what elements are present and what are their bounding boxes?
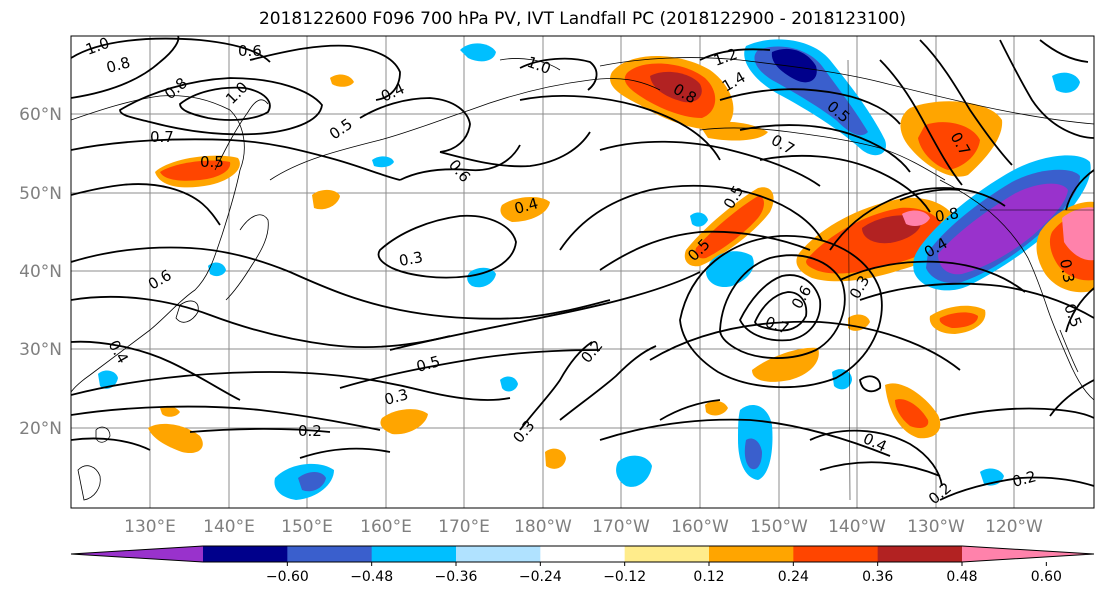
latitude-labels: 60°N 50°N 40°N 30°N 20°N xyxy=(19,105,62,439)
lon-label: 140°W xyxy=(828,517,886,537)
contour-label: 0.5 xyxy=(200,153,224,171)
colorbar-tick-label: −0.36 xyxy=(435,569,478,585)
lat-label: 20°N xyxy=(19,419,62,439)
colorbar-tick-label: −0.24 xyxy=(519,569,562,585)
lon-label: 150°W xyxy=(750,517,808,537)
colorbar-tick-label: −0.60 xyxy=(266,569,309,585)
longitude-labels: 130°E 140°E 150°E 160°E 170°E 180°W 170°… xyxy=(124,517,1043,537)
lon-label: 120°W xyxy=(985,517,1043,537)
colorbar-bin xyxy=(540,546,626,562)
colorbar-tick-label: 0.60 xyxy=(1031,569,1062,585)
colorbar-tick-label: 0.48 xyxy=(946,569,977,585)
contour-label: 0.2 xyxy=(1010,467,1038,491)
lon-label: 160°E xyxy=(360,517,412,537)
colorbar-bin xyxy=(203,546,288,562)
contour-label: 0.3 xyxy=(1056,258,1078,285)
colorbar-bin xyxy=(624,546,710,562)
colorbar-tick-label: 0.12 xyxy=(693,569,724,585)
contour-label: 0.3 xyxy=(398,248,425,270)
colorbar-bin xyxy=(709,546,794,562)
lon-label: 130°W xyxy=(907,517,965,537)
lon-label: 170°E xyxy=(438,517,490,537)
lat-label: 30°N xyxy=(19,340,62,360)
lon-label: 130°E xyxy=(124,517,176,537)
lon-label: 170°W xyxy=(592,517,650,537)
contour-label: 0.8 xyxy=(104,53,132,77)
ivt-shading xyxy=(98,39,1094,500)
colorbar-tick-label: −0.12 xyxy=(603,569,646,585)
lon-label: 180°W xyxy=(514,517,572,537)
map-title: 2018122600 F096 700 hPa PV, IVT Landfall… xyxy=(258,9,906,29)
colorbar-extend-max xyxy=(962,546,1094,562)
colorbar-tick-label: 0.24 xyxy=(778,569,809,585)
colorbar-bin xyxy=(456,546,541,562)
contour-label: 1.0 xyxy=(83,34,112,59)
colorbar-extend-min xyxy=(71,546,203,562)
contour-label: 0.5 xyxy=(414,352,442,376)
colorbar-tick-label: 0.36 xyxy=(862,569,893,585)
map-frame xyxy=(70,35,1095,509)
contour-label: 0.3 xyxy=(382,385,410,409)
colorbar-bin xyxy=(287,546,373,562)
contour-label: 0.4 xyxy=(512,194,540,218)
lon-label: 160°W xyxy=(671,517,729,537)
contour-label: 0.6 xyxy=(238,42,262,60)
coastlines xyxy=(71,57,1094,501)
lat-label: 40°N xyxy=(19,262,62,282)
colorbar-bin xyxy=(793,546,879,562)
colorbar-outline xyxy=(70,545,1095,563)
contour-label: 0.8 xyxy=(934,204,961,226)
colorbar-tick-label: −0.48 xyxy=(350,569,393,585)
contour-label: 0.2 xyxy=(298,422,322,440)
lon-label: 150°E xyxy=(281,517,333,537)
lat-label: 60°N xyxy=(19,105,62,125)
lat-label: 50°N xyxy=(19,184,62,204)
colorbar-bin xyxy=(877,546,963,562)
lon-label: 140°E xyxy=(203,517,255,537)
pv-contours xyxy=(71,36,1094,501)
contour-label: 0.7 xyxy=(150,128,174,146)
colorbar-bin xyxy=(371,546,457,562)
colorbar: −0.60 −0.48 −0.36 −0.24 −0.12 0.12 0.24 0.36 0.4… xyxy=(70,545,1095,585)
